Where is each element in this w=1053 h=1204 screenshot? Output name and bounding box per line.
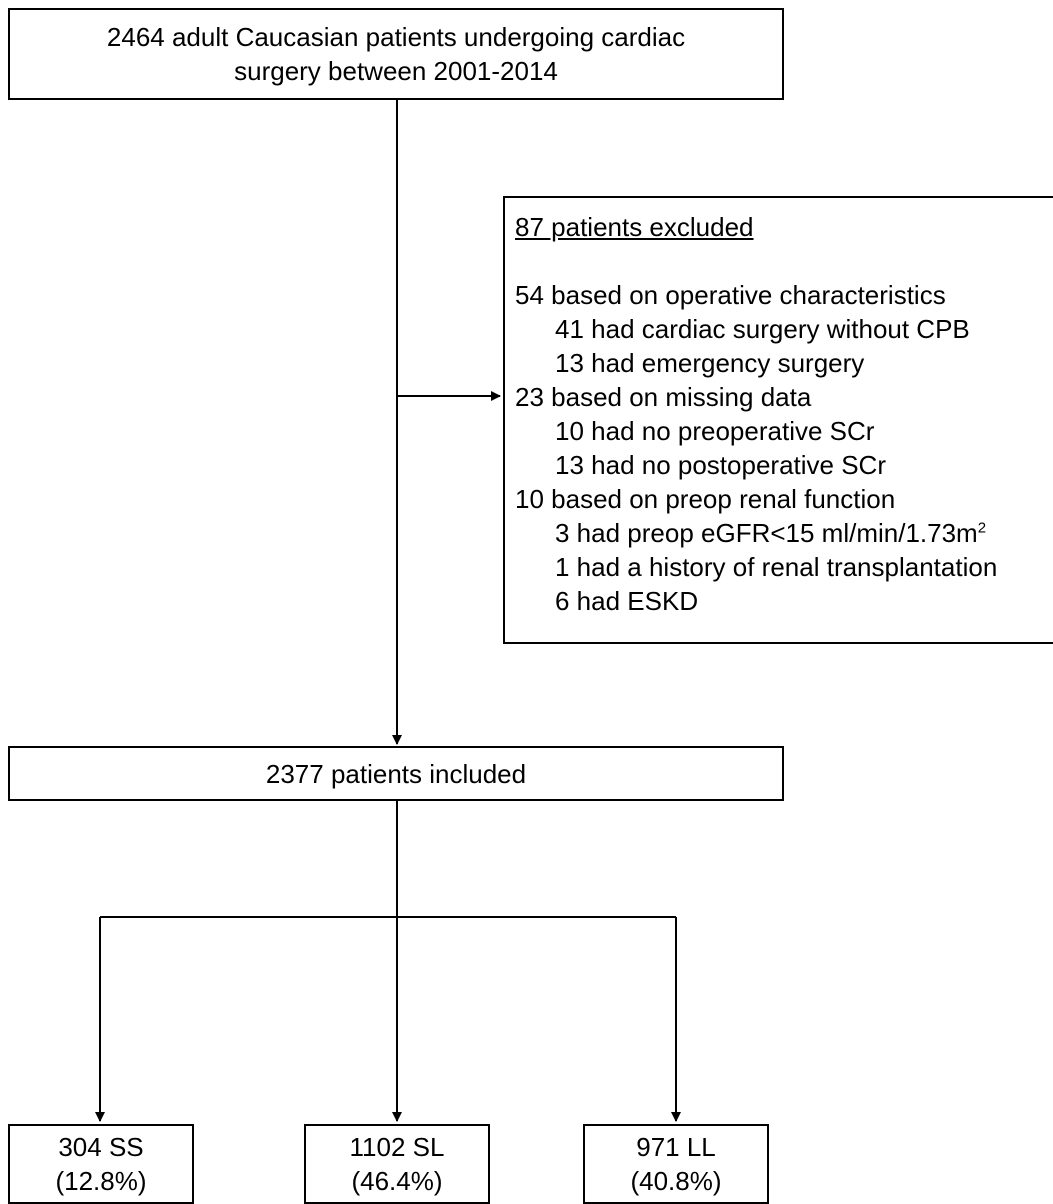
total-patients-box: 2464 adult Caucasian patients undergoing…	[8, 8, 784, 100]
group-sl-percent: (46.4%)	[351, 1166, 443, 1196]
excluded-operative: 54 based on operative characteristics	[515, 280, 946, 310]
group-sl-label: 1102 SL	[349, 1132, 445, 1162]
included-patients-box: 2377 patients included	[8, 746, 784, 801]
included-label: 2377 patients included	[265, 758, 527, 789]
excluded-no-preop-scr: 10 had no preoperative SCr	[555, 416, 875, 446]
excluded-title: 87 patients excluded	[515, 212, 754, 242]
excluded-egfr-line: 3 had preop eGFR<15 ml/min/1.73m2	[515, 516, 1053, 550]
group-ll-percent: (40.8%)	[630, 1166, 722, 1196]
group-ss-label: 304 SS	[58, 1132, 144, 1162]
excluded-emergency: 13 had emergency surgery	[555, 348, 865, 378]
total-line-2: surgery between 2001-2014	[234, 56, 558, 86]
group-box-ss: 304 SS (12.8%)	[8, 1124, 194, 1204]
excluded-no-cpb: 41 had cardiac surgery without CPB	[555, 314, 970, 344]
group-ss-percent: (12.8%)	[55, 1166, 147, 1196]
excluded-no-postop-scr: 13 had no postoperative SCr	[555, 450, 886, 480]
excluded-transplant: 1 had a history of renal transplantation	[555, 552, 998, 582]
excluded-egfr-text: 3 had preop eGFR<15 ml/min/1.73m	[555, 518, 978, 548]
excluded-renal-function: 10 based on preop renal function	[515, 484, 896, 514]
excluded-eskd: 6 had ESKD	[555, 586, 699, 616]
total-line-1: 2464 adult Caucasian patients undergoing…	[106, 22, 686, 52]
excluded-egfr-superscript: 2	[977, 519, 987, 537]
excluded-missing-data: 23 based on missing data	[515, 382, 812, 412]
group-ll-label: 971 LL	[636, 1132, 716, 1162]
group-box-sl: 1102 SL (46.4%)	[304, 1124, 490, 1204]
excluded-patients-box: 87 patients excluded 54 based on operati…	[503, 196, 1053, 644]
group-box-ll: 971 LL (40.8%)	[583, 1124, 769, 1204]
